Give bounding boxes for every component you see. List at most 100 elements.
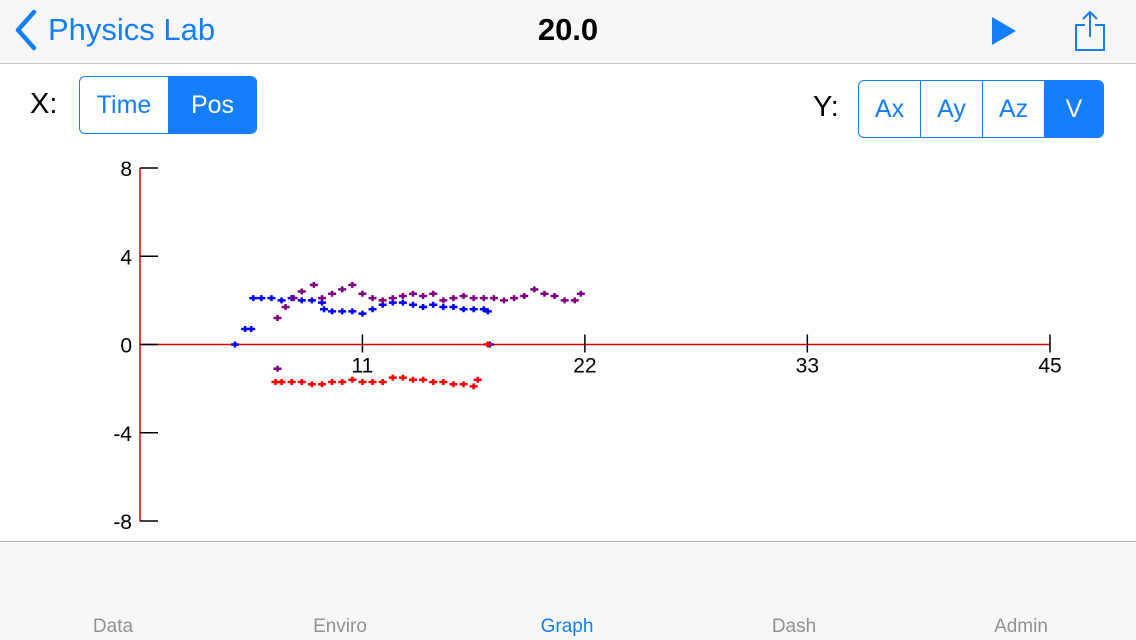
data-point-series-2 — [560, 297, 569, 304]
data-point-series-1 — [429, 301, 438, 308]
data-point-series-1 — [320, 306, 329, 313]
data-point-series-3 — [277, 379, 286, 386]
data-point-series-1 — [419, 303, 428, 310]
x-axis-selector-label: X: — [30, 88, 58, 120]
data-point-series-2 — [570, 297, 579, 304]
tab-admin[interactable]: Admin — [994, 616, 1048, 637]
y-tick-label: -8 — [113, 511, 132, 534]
y-option-v[interactable]: V — [1044, 81, 1103, 137]
data-point-series-2 — [398, 292, 407, 299]
data-point-series-3 — [469, 383, 478, 390]
data-point-series-2 — [530, 286, 539, 293]
data-point-series-3 — [378, 379, 387, 386]
y-tick-label: 8 — [120, 158, 132, 181]
data-point-series-2 — [520, 292, 529, 299]
data-point-series-1 — [267, 295, 276, 302]
tab-data[interactable]: Data — [92, 616, 134, 637]
data-point-series-3 — [348, 376, 357, 383]
data-point-series-3 — [398, 374, 407, 381]
data-point-series-1 — [459, 306, 468, 313]
data-point-series-3 — [358, 379, 367, 386]
x-tick-label: 22 — [573, 355, 596, 378]
data-point-series-1 — [449, 303, 458, 310]
tab-enviro[interactable]: Enviro — [313, 616, 367, 637]
data-point-series-2 — [576, 290, 585, 297]
data-point-series-1 — [398, 299, 407, 306]
data-point-series-2 — [297, 288, 306, 295]
y-axis-segmented-control: Ax Ay Az V — [858, 80, 1104, 138]
chevron-left-icon — [15, 9, 37, 51]
x-option-pos[interactable]: Pos — [168, 77, 256, 133]
data-point-series-2 — [429, 290, 438, 297]
data-point-series-2 — [281, 303, 290, 310]
y-option-az[interactable]: Az — [982, 81, 1044, 137]
data-point-series-3 — [483, 341, 492, 348]
data-point-series-1 — [307, 297, 316, 304]
data-point-series-3 — [429, 379, 438, 386]
data-point-series-1 — [249, 295, 258, 302]
data-point-series-3 — [473, 376, 482, 383]
data-point-series-2 — [489, 295, 498, 302]
navigation-bar: Physics Lab 20.0 — [0, 0, 1136, 64]
data-point-series-2 — [309, 281, 318, 288]
data-point-series-3 — [459, 381, 468, 388]
data-point-series-1 — [368, 306, 377, 313]
x-axis-segmented-control: Time Pos — [79, 76, 257, 134]
data-point-series-2 — [289, 295, 298, 302]
x-option-time[interactable]: Time — [96, 90, 152, 119]
data-point-series-2 — [368, 295, 377, 302]
data-point-series-3 — [439, 379, 448, 386]
y-axis-selector-label: Y: — [813, 91, 839, 123]
back-button[interactable]: Physics Lab — [14, 8, 215, 52]
tab-graph[interactable]: Graph — [540, 616, 594, 637]
data-point-series-2 — [378, 297, 387, 304]
data-point-series-1 — [297, 297, 306, 304]
data-point-series-3 — [287, 379, 296, 386]
x-tick-label: 11 — [352, 355, 374, 378]
data-point-series-2 — [338, 286, 347, 293]
data-point-series-2 — [550, 292, 559, 299]
data-point-series-3 — [368, 379, 377, 386]
data-point-series-1 — [483, 308, 492, 315]
y-tick-label: 0 — [120, 335, 132, 358]
data-point-series-2 — [459, 292, 468, 299]
play-icon[interactable] — [990, 16, 1018, 46]
data-point-series-1 — [409, 301, 417, 308]
data-point-series-1 — [277, 297, 286, 304]
data-point-series-1 — [358, 310, 367, 317]
data-point-series-2 — [348, 281, 357, 288]
data-point-series-2 — [358, 290, 367, 297]
y-option-ax[interactable]: Ax — [874, 94, 905, 123]
data-point-series-2 — [409, 290, 417, 297]
tab-bar: Data Enviro Graph Dash Admin — [0, 541, 1136, 640]
data-point-series-1 — [479, 306, 488, 313]
data-point-series-2 — [500, 297, 508, 304]
data-point-series-2 — [479, 295, 488, 302]
data-point-series-3 — [297, 379, 306, 386]
data-point-series-3 — [338, 379, 347, 386]
data-point-series-3 — [449, 381, 458, 388]
data-point-series-3 — [388, 374, 397, 381]
data-point-series-1 — [439, 303, 448, 310]
data-point-series-2 — [469, 295, 478, 302]
tab-dash[interactable]: Dash — [771, 616, 817, 637]
page-title: 20.0 — [537, 12, 599, 47]
y-tick-label: -4 — [113, 423, 132, 446]
velocity-position-chart: 8 4 0 -4 -8 11 22 33 45 — [113, 158, 1061, 534]
data-point-series-3 — [307, 381, 316, 388]
data-point-series-2 — [449, 295, 458, 302]
data-point-series-2 — [439, 297, 448, 304]
data-point-series-1 — [469, 306, 478, 313]
y-option-ay[interactable]: Ay — [920, 81, 982, 137]
share-icon[interactable] — [1074, 10, 1106, 52]
data-point-series-1 — [328, 308, 337, 315]
data-point-series-1 — [348, 308, 357, 315]
data-point-series-2 — [510, 295, 519, 302]
back-label: Physics Lab — [48, 12, 216, 47]
data-point-series-2 — [540, 290, 549, 297]
data-point-series-1 — [231, 341, 240, 348]
data-point-series-2 — [318, 295, 326, 302]
x-tick-label: 33 — [796, 355, 819, 378]
data-point-series-2 — [388, 295, 397, 302]
data-point-series-3 — [409, 376, 417, 383]
